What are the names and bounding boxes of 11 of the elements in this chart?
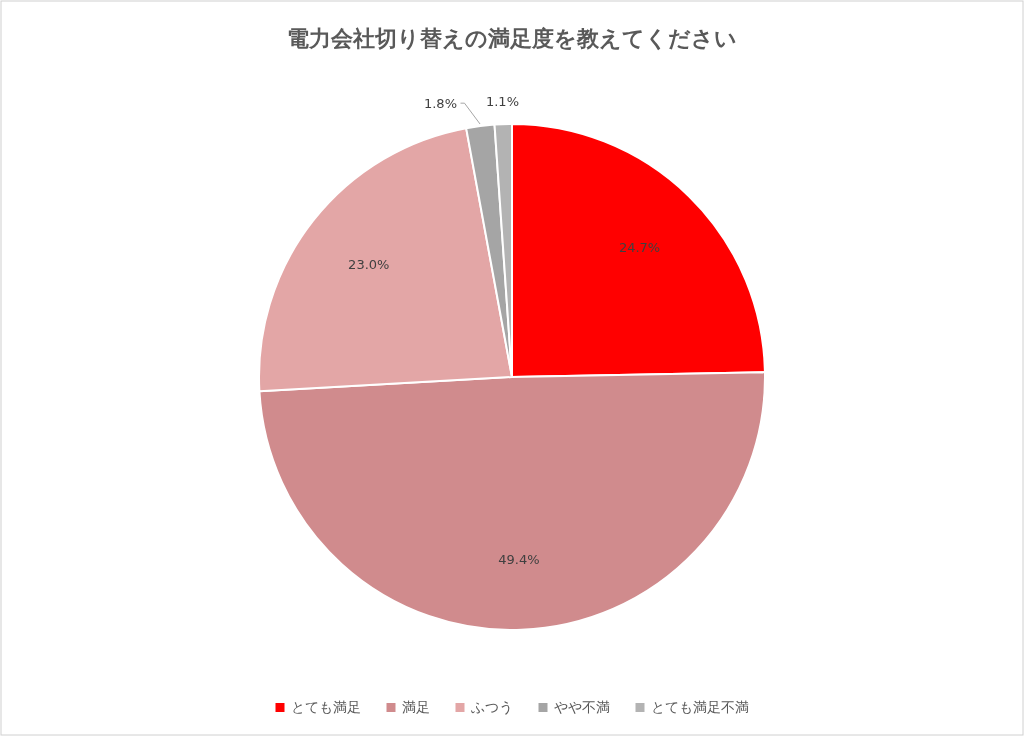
data-label: 23.0% — [348, 257, 390, 273]
data-label: 1.1% — [485, 94, 520, 110]
data-label: 49.4% — [498, 552, 540, 568]
data-label: 1.8% — [423, 96, 458, 112]
data-label: 24.7% — [618, 239, 661, 255]
legend-label: 満足 — [401, 699, 430, 715]
legend-label: とても満足不満 — [650, 699, 749, 715]
legend-label: とても満足 — [290, 699, 361, 715]
legend-label: やや不満 — [553, 699, 610, 715]
legend-label: ふつう — [469, 699, 513, 715]
chart-title: 電力会社切り替えの満足度を教えてください — [287, 26, 737, 51]
